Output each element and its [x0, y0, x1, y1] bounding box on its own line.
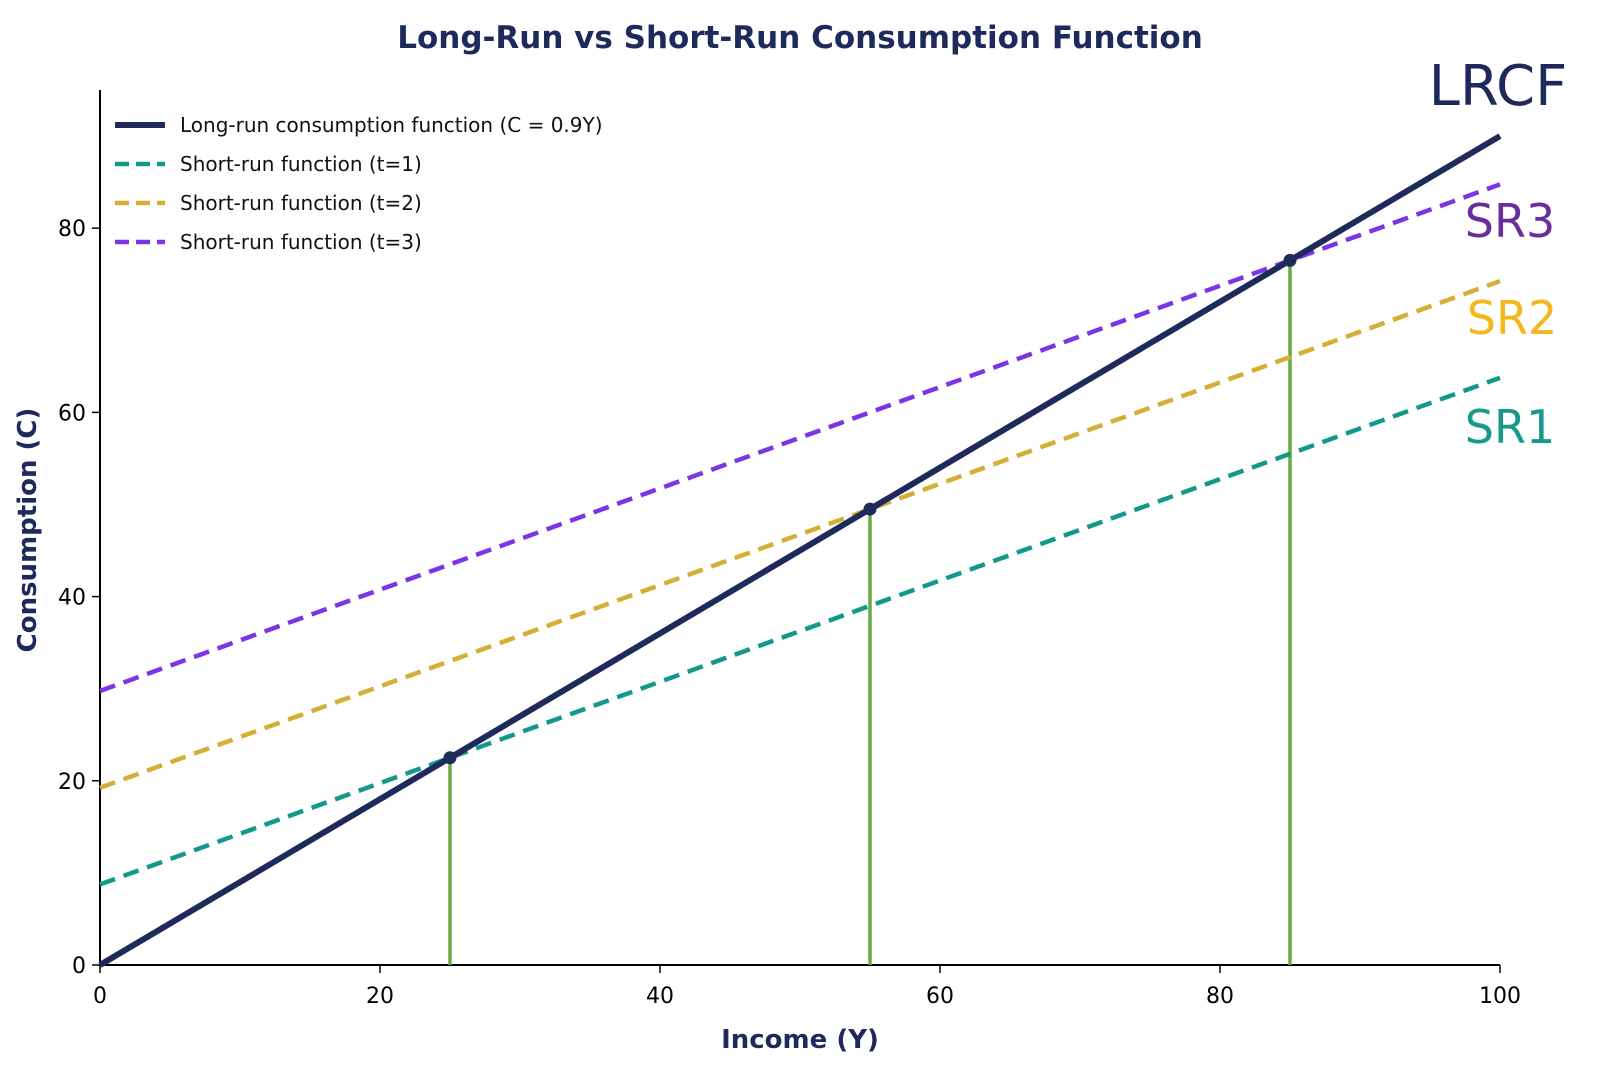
- curve-labels: LRCF SR3 SR2 SR1: [1429, 54, 1568, 454]
- y-tick-label: 60: [58, 401, 86, 426]
- series-lines: [98, 133, 1502, 968]
- legend-label-lrcf: Long-run consumption function (C = 0.9Y): [180, 113, 603, 137]
- x-tick-label: 40: [646, 984, 674, 1009]
- x-tick-label: 0: [93, 984, 107, 1009]
- y-axis-title: Consumption (C): [13, 408, 43, 653]
- curve-label-sr2_label: SR2: [1467, 291, 1557, 345]
- x-tick-label: 80: [1206, 984, 1234, 1009]
- x-tick-label: 60: [926, 984, 954, 1009]
- y-tick-label: 20: [58, 770, 86, 795]
- legend-label-sr3: Short-run function (t=3): [180, 230, 422, 254]
- y-tick-label: 80: [58, 217, 86, 242]
- intersection-point: [1283, 253, 1297, 267]
- legend: Long-run consumption function (C = 0.9Y)…: [115, 113, 603, 254]
- x-tick-label: 20: [366, 984, 394, 1009]
- x-axis-title: Income (Y): [721, 1025, 879, 1055]
- intersection-points: [443, 253, 1297, 765]
- legend-label-sr1: Short-run function (t=1): [180, 152, 422, 176]
- series-line-sr1: [99, 375, 1501, 887]
- series-line-lrcf: [98, 133, 1502, 968]
- legend-label-sr2: Short-run function (t=2): [180, 191, 422, 215]
- axes: 0 20 40 60 80 100 0 20 40 60 80: [58, 90, 1521, 1009]
- chart-title: Long-Run vs Short-Run Consumption Functi…: [397, 20, 1203, 56]
- intersection-point: [863, 502, 877, 516]
- curve-label-lrcf: LRCF: [1429, 54, 1568, 119]
- curve-label-sr3_label: SR3: [1465, 194, 1555, 248]
- drop-lines: [448, 260, 1292, 965]
- series-line-sr2: [99, 279, 1501, 790]
- y-tick-label: 40: [58, 586, 86, 611]
- intersection-point: [443, 751, 457, 765]
- x-tick-label: 100: [1479, 984, 1521, 1009]
- curve-label-sr1_label: SR1: [1465, 400, 1555, 454]
- y-tick-label: 0: [72, 954, 86, 979]
- series-line-sr3: [99, 182, 1501, 694]
